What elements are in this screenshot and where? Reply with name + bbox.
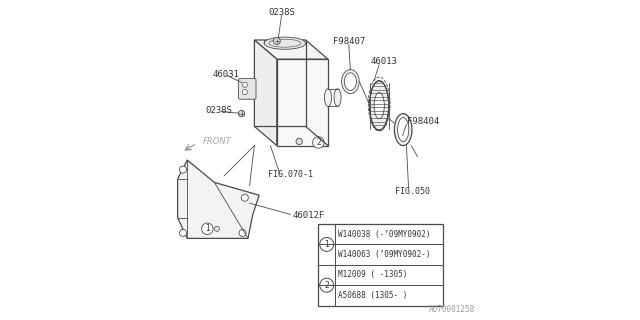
- Polygon shape: [277, 59, 328, 146]
- Text: W140063 (’09MY0902-): W140063 (’09MY0902-): [338, 250, 431, 259]
- Text: W140038 (-’09MY0902): W140038 (-’09MY0902): [338, 230, 431, 239]
- Text: 1: 1: [205, 224, 210, 233]
- Circle shape: [273, 37, 280, 44]
- Circle shape: [238, 110, 244, 117]
- Text: F98404: F98404: [407, 117, 439, 126]
- FancyBboxPatch shape: [239, 78, 256, 99]
- Ellipse shape: [397, 118, 409, 142]
- Circle shape: [179, 229, 187, 236]
- Ellipse shape: [344, 73, 356, 91]
- Ellipse shape: [324, 89, 332, 107]
- Text: M12009 ( -1305): M12009 ( -1305): [338, 270, 407, 279]
- Text: F98407: F98407: [333, 37, 365, 46]
- Circle shape: [202, 223, 213, 235]
- Text: 2: 2: [324, 281, 329, 290]
- Circle shape: [241, 194, 248, 201]
- Text: 46031: 46031: [212, 70, 239, 79]
- Circle shape: [296, 138, 302, 145]
- Circle shape: [243, 90, 248, 95]
- Text: 1: 1: [324, 240, 329, 249]
- Circle shape: [239, 229, 246, 236]
- Ellipse shape: [370, 81, 389, 131]
- Text: 46012F: 46012F: [292, 211, 325, 220]
- Text: 0238S: 0238S: [268, 8, 295, 17]
- Circle shape: [320, 237, 333, 252]
- Circle shape: [214, 226, 220, 231]
- Text: A070001258: A070001258: [429, 305, 475, 314]
- Polygon shape: [319, 224, 443, 306]
- Ellipse shape: [374, 92, 385, 119]
- Ellipse shape: [342, 70, 359, 94]
- Polygon shape: [254, 40, 277, 146]
- Circle shape: [320, 278, 333, 292]
- Polygon shape: [178, 160, 259, 238]
- Text: FIG.050: FIG.050: [396, 188, 430, 196]
- Text: FIG.070-1: FIG.070-1: [268, 170, 313, 179]
- Text: 2: 2: [316, 138, 321, 147]
- Ellipse shape: [394, 114, 412, 146]
- Text: 0238S: 0238S: [206, 106, 232, 115]
- Ellipse shape: [264, 37, 306, 49]
- Ellipse shape: [334, 89, 341, 107]
- Text: FRONT: FRONT: [204, 137, 232, 146]
- Circle shape: [179, 166, 187, 173]
- Circle shape: [243, 82, 248, 87]
- Text: A50688 (1305- ): A50688 (1305- ): [338, 291, 407, 300]
- Circle shape: [312, 137, 324, 148]
- Text: 46013: 46013: [371, 57, 397, 66]
- Polygon shape: [254, 40, 328, 59]
